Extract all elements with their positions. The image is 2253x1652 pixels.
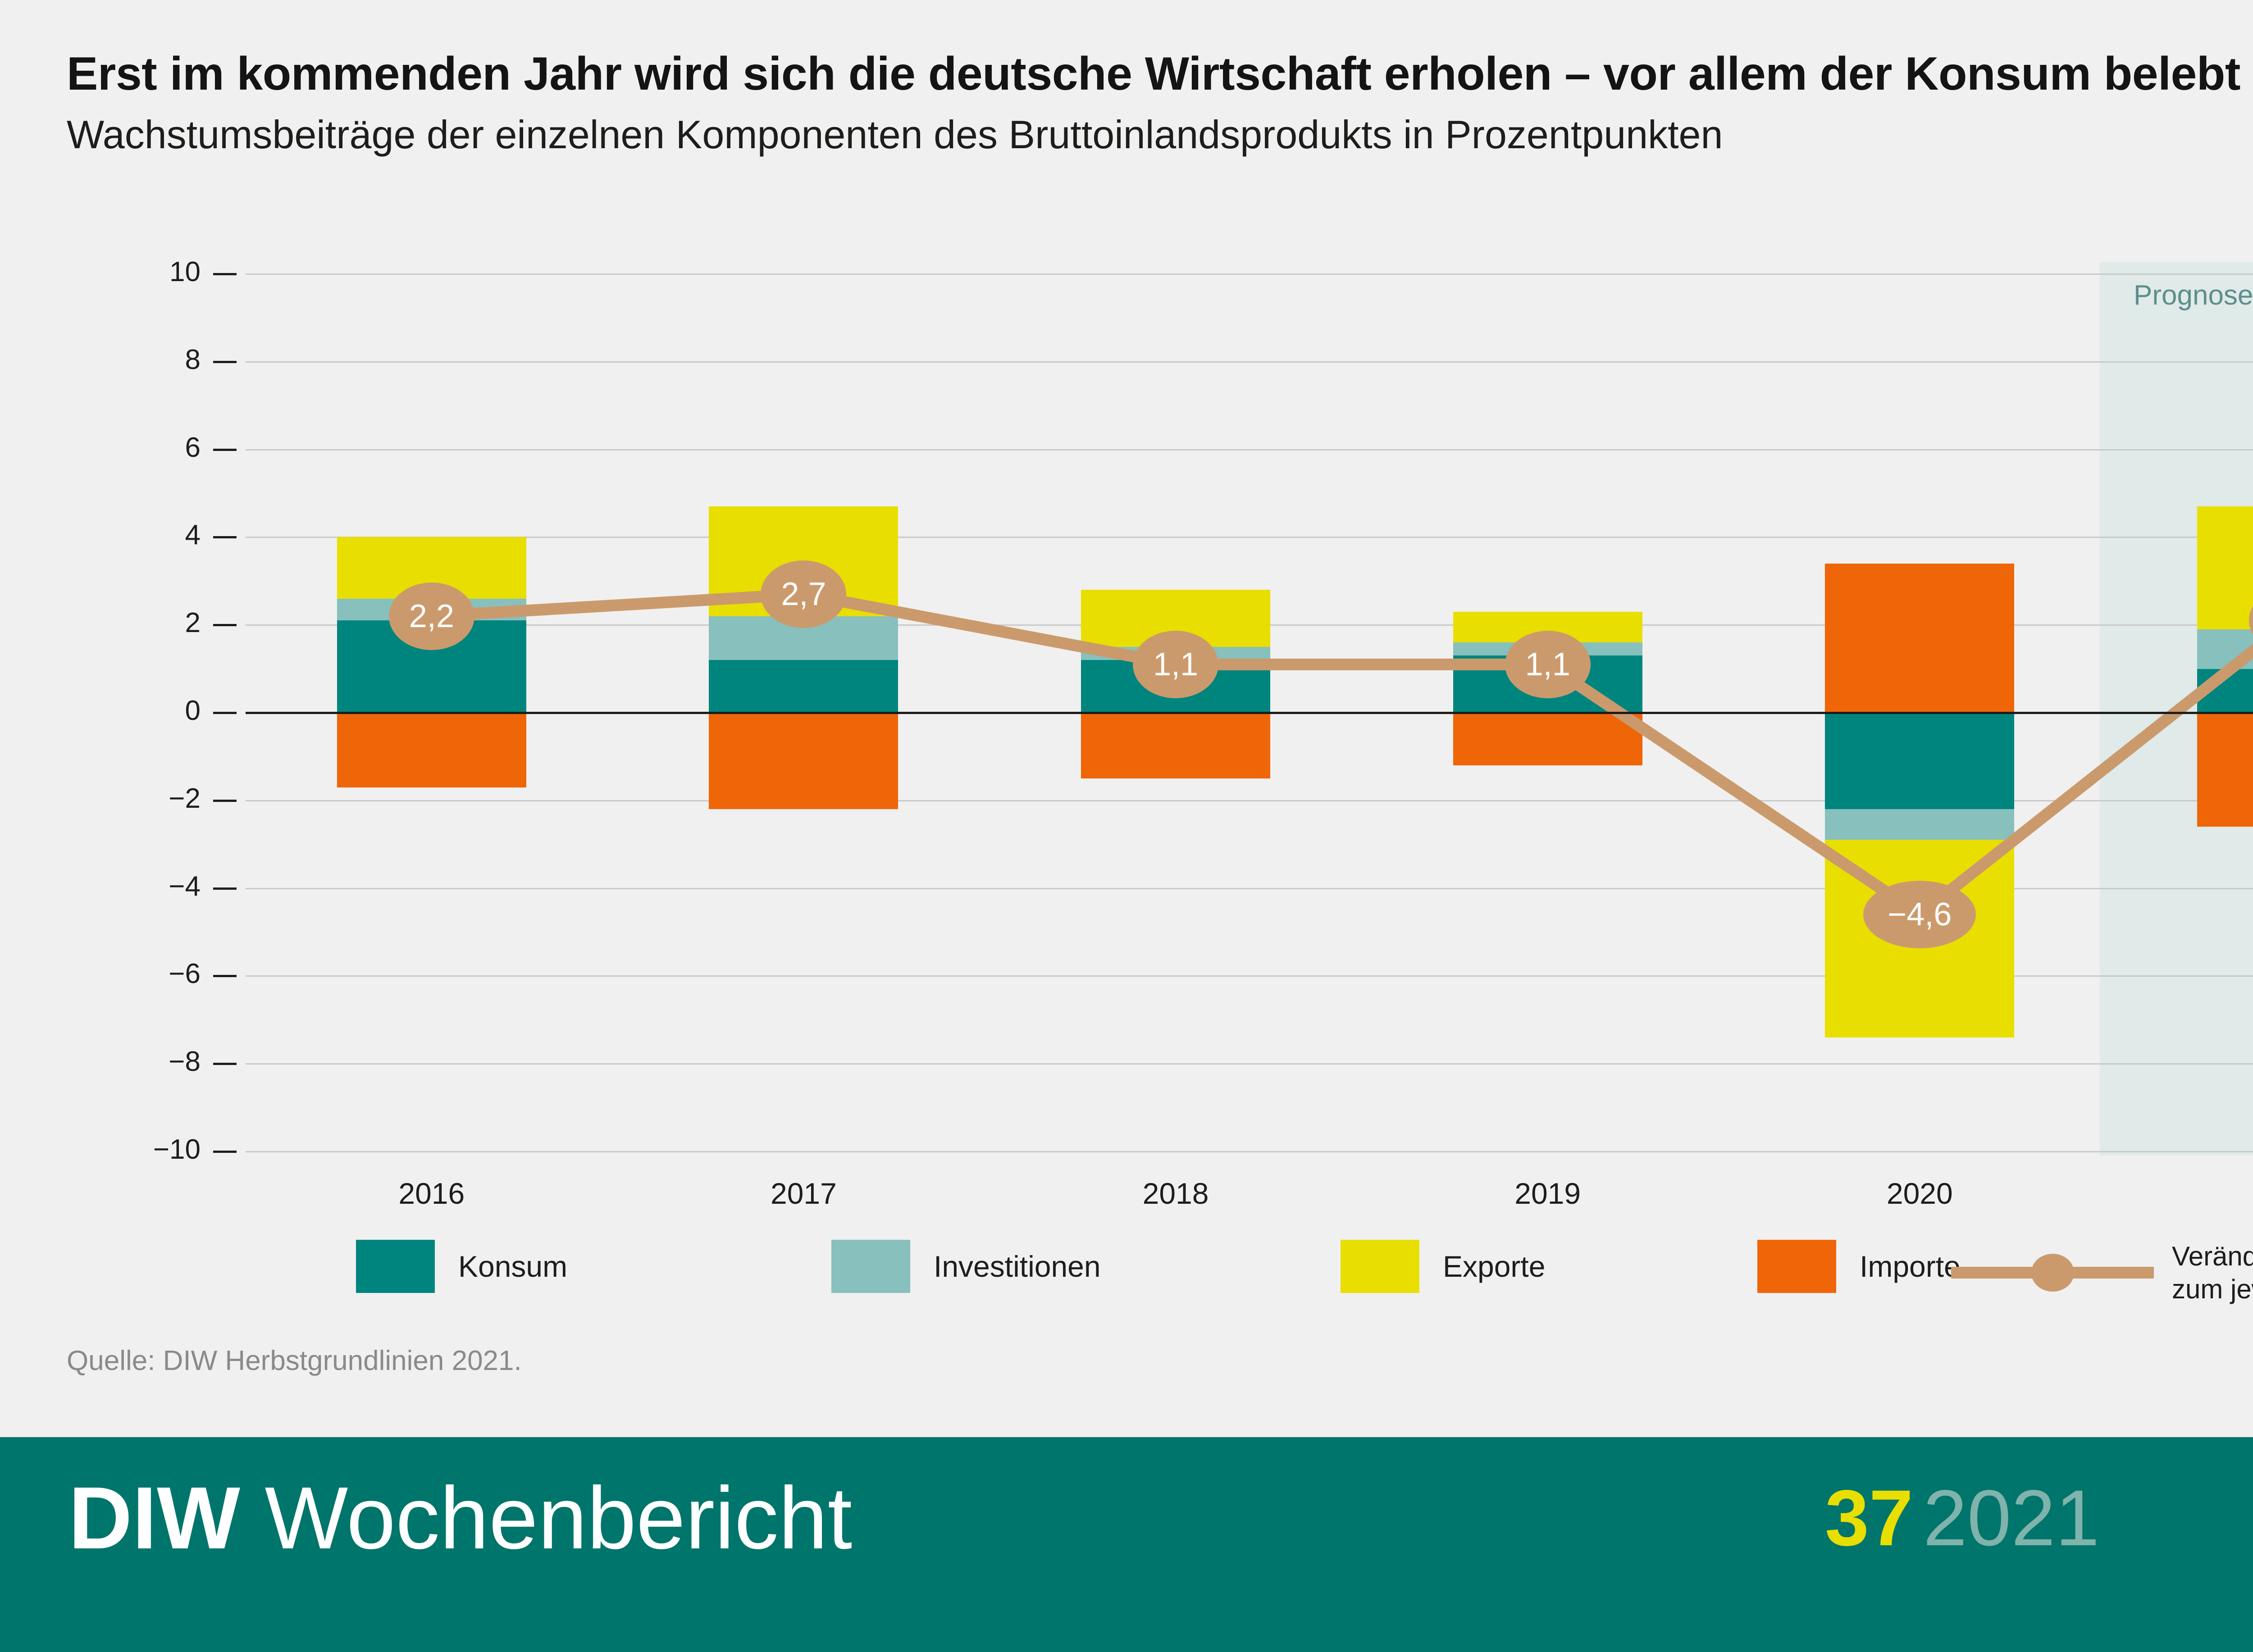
bar-segment	[1453, 713, 1642, 765]
y-axis-tick	[213, 273, 237, 275]
legend-swatch-konsum	[356, 1240, 435, 1293]
forecast-label: Prognose	[2134, 280, 2253, 311]
bip-value-marker: 2,2	[388, 582, 474, 650]
gridline	[246, 361, 2253, 363]
y-axis-label: 8	[185, 344, 201, 375]
bip-value-marker: −4,6	[1863, 881, 1976, 949]
y-axis-label: 6	[185, 432, 201, 463]
x-axis-label: 2019	[1514, 1177, 1581, 1210]
y-axis-tick	[213, 712, 237, 714]
page-subtitle: Wachstumsbeiträge der einzelnen Komponen…	[67, 112, 1723, 157]
bar-segment	[337, 713, 526, 787]
legend-label-bip-line1: Veränderung des Bruttoinlandsprodukts im…	[2172, 1241, 2253, 1271]
legend-swatch-exporte	[1341, 1240, 1419, 1293]
chart-plot-area: Prognose 10 8 6 4 2 0 −2 −4 −6 −8 −10 2,2 2,7 1,1 1,1…	[153, 256, 2253, 1211]
legend-item-konsum: Konsum	[356, 1240, 567, 1293]
legend-swatch-investitionen	[831, 1240, 910, 1293]
bip-value-marker: 1,1	[1505, 630, 1591, 698]
bar-segment	[2197, 669, 2253, 713]
gridline	[246, 449, 2253, 451]
x-axis-label: 2016	[398, 1177, 465, 1210]
y-axis-label: −10	[153, 1134, 201, 1165]
legend-line-marker-icon	[1951, 1246, 2154, 1299]
page-title: Erst im kommenden Jahr wird sich die deu…	[67, 48, 2253, 100]
y-axis-tick	[213, 1063, 237, 1065]
banner-brand-bold: DIW	[68, 1469, 240, 1567]
banner-brand-light: Wochenbericht	[265, 1469, 853, 1567]
legend-label-importe: Importe	[1860, 1250, 1961, 1283]
y-axis-tick	[213, 536, 237, 539]
y-axis-tick	[213, 887, 237, 890]
legend-label-konsum: Konsum	[458, 1250, 568, 1283]
legend-item-importe: Importe	[1757, 1240, 1961, 1293]
y-axis-tick	[213, 624, 237, 627]
bar-segment	[709, 713, 898, 810]
issue-year: 2021	[1923, 1474, 2100, 1562]
bar-segment	[1825, 563, 2015, 713]
gridline	[246, 975, 2253, 977]
bip-value-marker: 2,7	[761, 560, 847, 628]
y-axis-label: 10	[169, 256, 201, 287]
bar-segment	[2197, 713, 2253, 827]
bar-segment	[2197, 506, 2253, 629]
legend-label-investitionen: Investitionen	[934, 1250, 1101, 1283]
header: Erst im kommenden Jahr wird sich die deu…	[67, 48, 2253, 157]
bip-value-marker: 1,1	[1133, 630, 1219, 698]
x-axis-label: 2018	[1142, 1177, 1209, 1210]
y-axis-label: −8	[169, 1046, 201, 1078]
source-note: Quelle: DIW Herbstgrundlinien 2021.	[67, 1345, 522, 1376]
gridline	[246, 537, 2253, 538]
zero-axis-line	[246, 712, 2253, 714]
y-axis-tick	[213, 799, 237, 802]
bar-segment	[709, 660, 898, 713]
legend-label-bip-line2: zum jeweiligen Vorjahr in Prozent	[2172, 1274, 2253, 1305]
issue-number: 37	[1825, 1474, 1913, 1562]
x-axis-label: 2020	[1886, 1177, 1953, 1210]
y-axis-label: −6	[169, 958, 201, 990]
bar-segment	[1825, 713, 2015, 810]
gridline	[246, 1063, 2253, 1065]
y-axis-tick	[213, 1151, 237, 1153]
x-axis-label: 2017	[771, 1177, 837, 1210]
issue-badge: 37 2021	[1825, 1479, 2099, 1558]
bar-segment	[1081, 713, 1271, 779]
gridline	[246, 1151, 2253, 1152]
legend-item-investitionen: Investitionen	[831, 1240, 1101, 1293]
legend-item-exporte: Exporte	[1341, 1240, 1545, 1293]
y-axis-label: 2	[185, 607, 201, 639]
y-axis-tick	[213, 360, 237, 363]
y-axis-label: −2	[169, 783, 201, 814]
bar-segment	[1825, 809, 2015, 840]
banner-title: DIW Wochenbericht	[68, 1474, 852, 1562]
bar-segment	[2197, 629, 2253, 669]
y-axis-label: −4	[169, 870, 201, 902]
brand-banner	[0, 1437, 2253, 1652]
y-axis-tick	[213, 448, 237, 451]
legend-label-bip: Veränderung des Bruttoinlandsprodukts im…	[2172, 1240, 2253, 1306]
legend-item-bip-line: Veränderung des Bruttoinlandsprodukts im…	[1951, 1240, 2253, 1306]
gridline	[246, 273, 2253, 275]
legend-line-dot	[2031, 1254, 2074, 1292]
x-axis-label: 2021	[2202, 1176, 2253, 1211]
y-axis-label: 4	[185, 519, 201, 551]
y-axis-label: 0	[185, 695, 201, 726]
legend-label-exporte: Exporte	[1443, 1250, 1546, 1283]
chart-legend: Konsum Investitionen Exporte Importe Ver…	[0, 1234, 2253, 1333]
y-axis-tick	[213, 975, 237, 978]
bar-series-layer	[337, 506, 2253, 1038]
legend-swatch-importe	[1757, 1240, 1836, 1293]
